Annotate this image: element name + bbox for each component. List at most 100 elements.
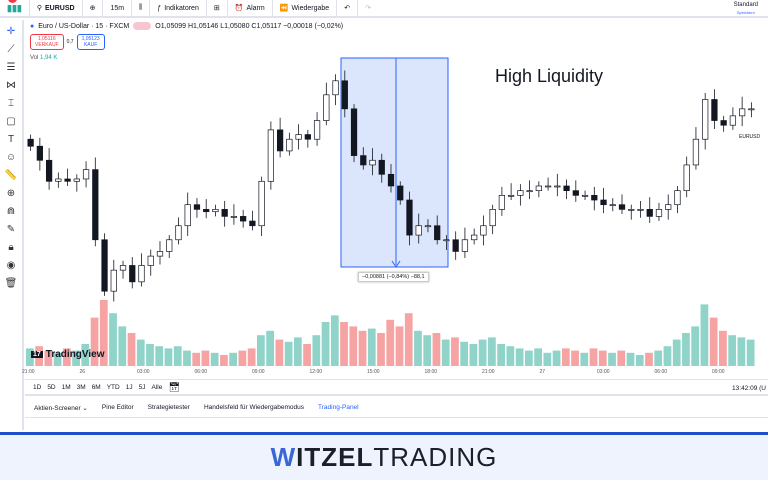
volume-bar — [229, 352, 238, 366]
volume-bar — [109, 313, 117, 366]
volume-bar — [201, 350, 210, 366]
range-1j[interactable]: 1J — [125, 383, 133, 391]
crosshair-icon[interactable]: ✛ — [6, 26, 16, 37]
projection-icon[interactable]: ⌶ — [8, 98, 14, 109]
volume-bar — [238, 350, 247, 366]
emoji-icon[interactable]: ☺ — [5, 152, 17, 163]
candle-body — [350, 108, 358, 156]
magnet-icon[interactable]: ⋒ — [6, 206, 16, 217]
volume-bar — [709, 317, 718, 366]
range-1d[interactable]: 1D — [33, 383, 42, 391]
time-tick: 03:00 — [597, 369, 610, 375]
candle-body — [461, 239, 469, 252]
candle-body — [276, 129, 284, 152]
volume-bar — [321, 322, 330, 366]
volume-bar — [90, 317, 99, 366]
ruler-icon[interactable]: 📏 — [4, 170, 18, 181]
candle-body — [434, 225, 441, 241]
chart-type-button[interactable]: ⫼ — [132, 0, 151, 17]
undo-button[interactable]: ↶ — [337, 0, 359, 17]
volume-bar — [266, 330, 274, 366]
volume-bar — [358, 330, 367, 366]
volume-bar — [552, 350, 561, 366]
candle-body — [415, 225, 422, 236]
time-tick: 18:00 — [424, 369, 438, 375]
symbol-title: Euro / US-Dollar · 15 · FXCM — [38, 22, 130, 30]
alarm-button[interactable]: ⏰ Alarm — [228, 0, 273, 17]
search-icon: ⚲ — [36, 5, 42, 12]
symbol-search-button[interactable]: ⚲ EURUSD — [30, 0, 83, 17]
candle-body — [82, 169, 90, 180]
range-ytd[interactable]: YTD — [106, 383, 120, 391]
range-1m[interactable]: 1M — [61, 383, 71, 391]
brush-icon[interactable]: ▢ — [6, 116, 16, 127]
eye-icon[interactable]: ◉ — [6, 260, 16, 271]
tab-2[interactable]: Strategietester — [147, 404, 190, 411]
tab-3[interactable]: Handelsfeld für Wiedergabemodus — [203, 404, 305, 411]
replay-icon: ⏪ — [279, 5, 289, 12]
candle-body — [443, 239, 450, 242]
replay-button[interactable]: ⏪ Wiedergabe — [273, 0, 338, 17]
lock-icon[interactable]: 🔒︎ — [8, 242, 14, 253]
templates-button[interactable]: ⊞ — [207, 0, 228, 17]
volume-bar — [275, 339, 284, 366]
time-tick: 21:00 — [482, 369, 495, 375]
trend-line-icon[interactable]: ⟋ — [7, 44, 15, 55]
range-alle[interactable]: Alle — [151, 383, 163, 391]
fib-icon[interactable]: ☰ — [6, 62, 16, 73]
volume-bar — [580, 352, 589, 366]
lock-drawing-icon[interactable]: ✎ — [6, 224, 16, 235]
volume-bar — [257, 335, 265, 366]
range-5j[interactable]: 5J — [138, 383, 146, 391]
clock[interactable]: 13:42:09 (U — [732, 385, 766, 392]
annotation-text[interactable]: High Liquidity — [495, 66, 604, 86]
layout-button[interactable]: Standard Speichern — [734, 2, 758, 16]
witzeltrading-logo: WITZEL TRADING — [0, 435, 768, 480]
tv-menu-button[interactable]: ▮▮▮11 — [0, 0, 30, 17]
time-axis[interactable]: 21:00 26 03:00 06:00 09:00 12:00 15:00 18:00 21:… — [22, 366, 768, 378]
trash-icon[interactable]: 🗑︎ — [4, 278, 18, 289]
tab-4[interactable]: Trading-Panel — [318, 404, 359, 411]
text-icon[interactable]: T — [7, 134, 15, 145]
chart-logo-icon: ▮▮▮ — [7, 2, 22, 13]
bottom-panel-tabs: Aktien-Screener ⌄ Pine Editor Strategietes… — [25, 398, 768, 418]
volume-bar — [478, 339, 487, 366]
volume-bar — [247, 348, 256, 366]
indicators-icon: ƒ — [157, 4, 162, 12]
volume-bar — [293, 337, 302, 366]
tab-0[interactable]: Aktien-Screener ⌄ — [34, 404, 88, 412]
layout-label: Standard — [733, 2, 758, 8]
alarm-icon: ⏰ — [234, 5, 244, 12]
indicators-button[interactable]: ƒ Indikatoren — [150, 0, 207, 17]
range-buttons: 1D 5D 1M 3M 6M YTD 1J 5J Alle — [33, 384, 162, 391]
range-3m[interactable]: 3M — [76, 383, 86, 391]
tradingview-logo[interactable]: 17 TradingView — [31, 349, 105, 360]
candle-body — [480, 225, 487, 236]
date-range-icon[interactable]: 📅︎ — [168, 381, 180, 392]
compare-button[interactable]: ⊕ — [83, 0, 104, 17]
volume-bar — [386, 319, 395, 366]
redo-button[interactable]: ↷ — [358, 0, 378, 17]
time-tick: 09:00 — [712, 369, 725, 375]
range-5d[interactable]: 5D — [47, 383, 56, 391]
range-6m[interactable]: 6M — [91, 383, 101, 391]
candle-body — [563, 185, 570, 192]
alarm-label: Alarm — [246, 4, 265, 12]
candle-body — [526, 190, 533, 193]
candle-body — [267, 129, 274, 182]
interval-button[interactable]: 15m — [103, 0, 133, 17]
zoom-icon[interactable]: ⊕ — [6, 188, 16, 199]
sell-button[interactable]: 1,05116 VERKAUF — [30, 34, 64, 50]
logo-itzel: ITZEL — [296, 442, 374, 472]
pattern-icon[interactable]: ⋈ — [6, 80, 16, 91]
buy-button[interactable]: 1,05123 KAUF — [76, 34, 105, 50]
volume-bar — [192, 352, 201, 366]
tab-1[interactable]: Pine Editor — [101, 404, 134, 411]
chart-area[interactable]: ● Euro / US-Dollar · 15 · FXCM O1,05099 … — [25, 20, 768, 378]
sell-price: 1,05116 — [37, 36, 56, 42]
candle-body — [369, 159, 376, 166]
indicators-label: Indikatoren — [164, 4, 199, 12]
volume-bar — [72, 350, 80, 366]
volume-bar — [303, 344, 311, 366]
time-tick: 06:00 — [194, 369, 208, 375]
